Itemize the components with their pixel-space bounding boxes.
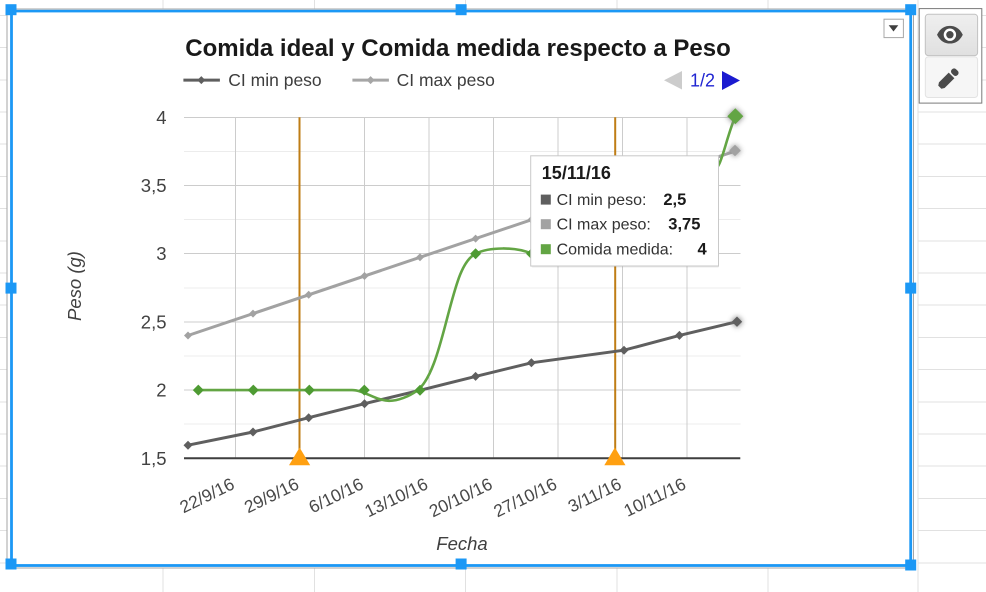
svg-text:3: 3 <box>156 243 166 264</box>
svg-text:CI min peso: 2,5: CI min peso: 2,5 <box>557 191 687 209</box>
svg-text:4: 4 <box>156 107 166 128</box>
svg-text:1/2: 1/2 <box>690 71 715 91</box>
svg-text:1,5: 1,5 <box>141 448 167 469</box>
svg-text:2: 2 <box>156 380 166 401</box>
svg-text:Peso (g): Peso (g) <box>64 251 85 321</box>
svg-text:Comida ideal y Comida medida r: Comida ideal y Comida medida respecto a … <box>185 35 731 62</box>
svg-text:Comida medida: 4: Comida medida: 4 <box>557 240 708 258</box>
svg-text:CI max peso: CI max peso <box>397 70 495 90</box>
svg-text:CI min peso: CI min peso <box>228 70 321 90</box>
svg-text:CI max peso: 3,75: CI max peso: 3,75 <box>557 215 701 233</box>
svg-text:Fecha: Fecha <box>436 533 487 554</box>
svg-text:2,5: 2,5 <box>141 311 167 332</box>
svg-text:15/11/16: 15/11/16 <box>542 163 611 183</box>
svg-text:3,5: 3,5 <box>141 175 167 196</box>
